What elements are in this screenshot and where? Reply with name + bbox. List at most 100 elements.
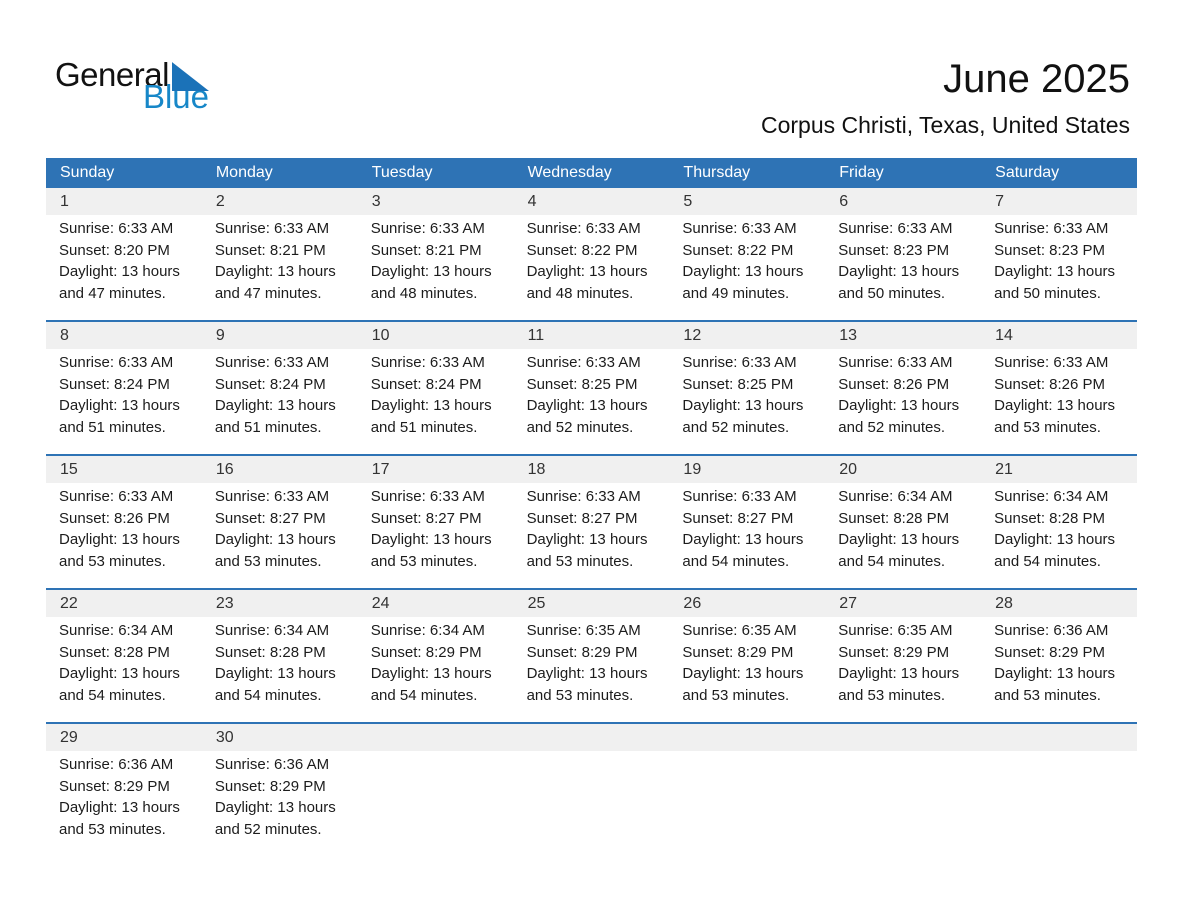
sunrise-text: Sunrise: 6:33 AM [682,220,797,237]
sunset-text: Sunset: 8:29 PM [59,777,170,795]
daylight-text-line2: and 52 minutes. [214,820,322,838]
month-title: June 2025 [943,57,1130,101]
sunrise-text: Sunrise: 6:33 AM [526,354,641,371]
daylight-text-line2: and 53 minutes. [59,820,166,838]
weekday-saturday: Saturday [995,164,1060,181]
sunrise-text: Sunrise: 6:34 AM [370,622,485,639]
day-number: 22 [60,594,78,612]
daylight-text-line1: Daylight: 13 hours [214,397,336,414]
day-number: 29 [60,728,78,746]
sunrise-text: Sunrise: 6:33 AM [994,220,1109,237]
daylight-text-line2: and 53 minutes. [682,686,790,704]
daylight-text-line1: Daylight: 13 hours [838,665,960,682]
daylight-text-line1: Daylight: 13 hours [526,263,648,280]
daylight-text-line1: Daylight: 13 hours [59,665,180,682]
daylight-text-line2: and 52 minutes. [682,418,790,436]
sunset-text: Sunset: 8:24 PM [214,375,326,393]
day-cell: Sunrise: 6:33 AM Sunset: 8:23 PM Daylight:… [981,215,1137,320]
daylight-text-line2: and 53 minutes. [994,418,1101,436]
day-number: 13 [839,326,858,344]
general-blue-logo: General Blue [55,58,209,113]
sunset-text: Sunset: 8:29 PM [682,643,794,661]
day-number: 25 [527,594,546,612]
sunrise-text: Sunrise: 6:33 AM [370,488,485,505]
sunrise-text: Sunrise: 6:33 AM [838,220,953,237]
calendar-weeks: 1 2 3 4 5 6 7 Sunrise: 6:33 AM Sunset: 8:20 PM Da… [46,188,1137,856]
daylight-text-line2: and 54 minutes. [838,552,946,570]
daylight-text-line2: and 53 minutes. [370,552,478,570]
daylight-text-line1: Daylight: 13 hours [682,531,804,548]
weekday-header-row: Sunday Monday Tuesday Wednesday Thursday Frid… [46,158,1137,188]
daylight-text-line2: and 54 minutes. [682,552,790,570]
day-number: 16 [215,460,234,478]
daylight-text-line1: Daylight: 13 hours [838,263,960,280]
day-cell: Sunrise: 6:33 AM Sunset: 8:27 PM Daylight:… [514,483,670,588]
sunset-text: Sunset: 8:28 PM [994,509,1106,527]
sunset-text: Sunset: 8:23 PM [838,241,950,259]
day-cell: Sunrise: 6:35 AM Sunset: 8:29 PM Daylight:… [825,617,981,722]
daylight-text-line1: Daylight: 13 hours [59,531,180,548]
day-number: 26 [683,594,702,612]
day-number-stripe: 29 30 [46,724,1137,751]
day-number: 28 [995,594,1013,612]
sunset-text: Sunset: 8:27 PM [214,509,326,527]
sunrise-text: Sunrise: 6:36 AM [994,622,1109,639]
daylight-text-line1: Daylight: 13 hours [214,665,336,682]
sunrise-text: Sunrise: 6:36 AM [214,756,330,773]
day-number: 1 [60,192,69,210]
day-cell: Sunrise: 6:34 AM Sunset: 8:28 PM Daylight:… [981,483,1137,588]
daylight-text-line1: Daylight: 13 hours [214,263,336,280]
sunset-text: Sunset: 8:27 PM [526,509,638,527]
day-cell: Sunrise: 6:33 AM Sunset: 8:25 PM Daylight:… [514,349,670,454]
daylight-text-line2: and 48 minutes. [370,284,478,302]
daylight-text-line2: and 51 minutes. [214,418,322,436]
week-content: Sunrise: 6:33 AM Sunset: 8:24 PM Daylight:… [46,349,1137,454]
day-cell: Sunrise: 6:33 AM Sunset: 8:26 PM Daylight:… [825,349,981,454]
daylight-text-line1: Daylight: 13 hours [526,531,648,548]
day-number: 10 [371,326,390,344]
weekday-sunday: Sunday [60,164,115,181]
calendar-table: Sunday Monday Tuesday Wednesday Thursday Frid… [46,158,1137,856]
day-number: 23 [215,594,234,612]
sunset-text: Sunset: 8:28 PM [214,643,326,661]
sunrise-text: Sunrise: 6:33 AM [214,488,330,505]
daylight-text-line2: and 53 minutes. [526,552,634,570]
weekday-monday: Monday [215,164,273,181]
sunrise-text: Sunrise: 6:33 AM [838,354,953,371]
logo-top-row: General [55,58,209,91]
day-cell: Sunrise: 6:33 AM Sunset: 8:24 PM Daylight:… [358,349,514,454]
day-number: 7 [995,192,1005,210]
day-number: 8 [60,326,69,344]
daylight-text-line1: Daylight: 13 hours [370,263,492,280]
daylight-text-line2: and 47 minutes. [214,284,322,302]
day-cell: Sunrise: 6:33 AM Sunset: 8:26 PM Daylight:… [46,483,202,588]
day-cell: Sunrise: 6:33 AM Sunset: 8:25 PM Daylight:… [669,349,825,454]
day-number: 19 [683,460,702,478]
day-number: 3 [371,192,381,210]
day-number: 12 [683,326,702,344]
sunrise-text: Sunrise: 6:33 AM [59,354,174,371]
week-content: Sunrise: 6:36 AM Sunset: 8:29 PM Daylight:… [46,751,1137,856]
daylight-text-line1: Daylight: 13 hours [214,531,336,548]
day-number: 11 [527,326,545,344]
sunset-text: Sunset: 8:21 PM [370,241,482,259]
daylight-text-line2: and 52 minutes. [526,418,634,436]
sunset-text: Sunset: 8:24 PM [59,375,170,393]
sunrise-text: Sunrise: 6:33 AM [214,354,330,371]
empty-day-cell [358,751,514,856]
weekday-wednesday: Wednesday [527,164,612,181]
day-cell: Sunrise: 6:33 AM Sunset: 8:20 PM Daylight:… [46,215,202,320]
daylight-text-line1: Daylight: 13 hours [682,397,804,414]
week-row: 29 30 Sunrise: 6:36 AM Sunset: 8:29 PM Dayli… [46,722,1137,856]
week-row: 22 23 24 25 26 27 28 Sunrise: 6:34 AM Sunset: 8:… [46,588,1137,722]
empty-day-cell [514,751,670,856]
day-number-stripe: 8 9 10 11 12 13 14 [46,322,1137,349]
sunset-text: Sunset: 8:28 PM [838,509,950,527]
day-cell: Sunrise: 6:33 AM Sunset: 8:22 PM Daylight:… [669,215,825,320]
sunrise-text: Sunrise: 6:33 AM [59,220,174,237]
daylight-text-line1: Daylight: 13 hours [214,799,336,816]
day-cell: Sunrise: 6:34 AM Sunset: 8:28 PM Daylight:… [825,483,981,588]
day-cell: Sunrise: 6:33 AM Sunset: 8:24 PM Daylight:… [46,349,202,454]
sunrise-text: Sunrise: 6:34 AM [994,488,1109,505]
